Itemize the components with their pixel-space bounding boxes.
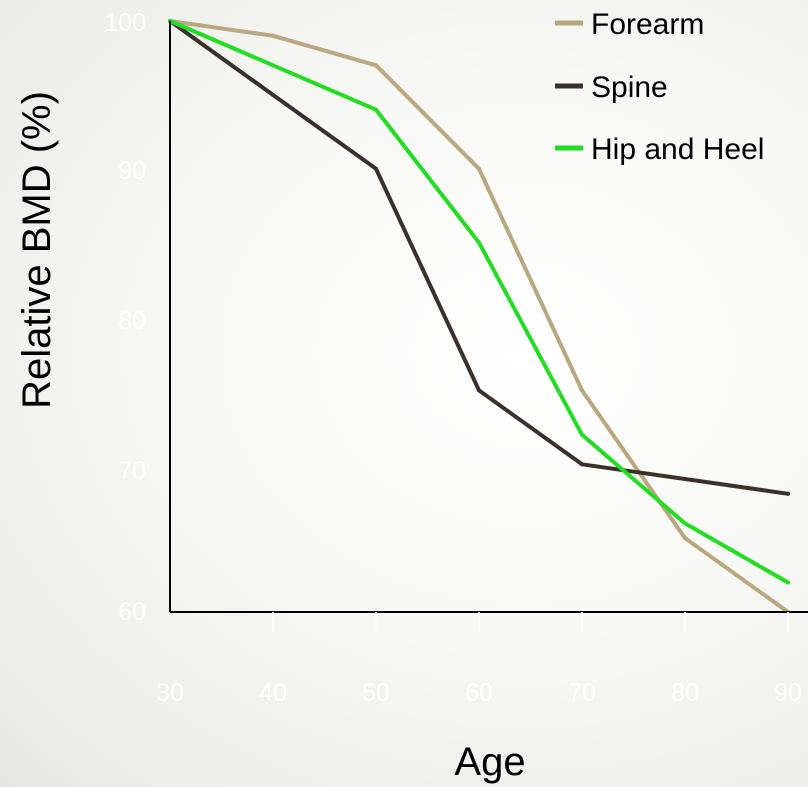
data-point-forearm-60: [477, 166, 481, 171]
data-point-hip-and-heel-50: [374, 107, 378, 112]
data-point-hip-and-heel-90: [786, 580, 790, 585]
data-point-hip-and-heel-60: [477, 240, 481, 245]
legend-label-forearm: Forearm: [591, 8, 704, 41]
data-point-forearm-50: [374, 63, 378, 68]
data-point-forearm-70: [580, 388, 584, 393]
series-line-hip-and-heel: [168, 19, 790, 585]
data-point-spine-90: [786, 491, 790, 496]
x-axis-title: Age: [454, 740, 525, 784]
x-tick-label-30: 30: [156, 679, 184, 707]
y-tick-label-100: 100: [104, 9, 146, 37]
data-point-hip-and-heel-80: [683, 521, 687, 526]
x-tick-label-80: 80: [671, 679, 699, 707]
y-tick-label-60: 60: [118, 598, 146, 626]
data-point-spine-50: [374, 166, 378, 171]
data-point-hip-and-heel-40: [271, 63, 275, 68]
legend-label-spine: Spine: [591, 71, 668, 104]
legend: Forearm Spine Hip and Heel: [555, 8, 764, 166]
axes: [169, 21, 808, 632]
y-axis-title: Relative BMD (%): [15, 91, 59, 409]
data-point-forearm-80: [683, 536, 687, 541]
data-point-spine-80: [683, 477, 687, 482]
y-tick-label-90: 90: [118, 157, 146, 185]
data-point-hip-and-heel-70: [580, 432, 584, 437]
data-point-spine-70: [580, 462, 584, 467]
data-point-forearm-40: [271, 33, 275, 38]
x-tick-label-90: 90: [774, 679, 802, 707]
legend-label-hip-and-heel: Hip and Heel: [591, 133, 764, 166]
series-group: [168, 19, 790, 614]
series-line-forearm: [168, 19, 790, 614]
x-tick-label-50: 50: [362, 679, 390, 707]
x-tick-label-70: 70: [568, 679, 596, 707]
y-tick-label-70: 70: [118, 457, 146, 485]
data-point-spine-60: [477, 388, 481, 393]
x-tick-label-40: 40: [259, 679, 287, 707]
x-tick-label-60: 60: [465, 679, 493, 707]
data-point-spine-40: [271, 92, 275, 97]
y-tick-label-80: 80: [118, 307, 146, 335]
x-axis-ticks: 30 40 50 60 70 80 90: [156, 679, 802, 707]
y-axis-ticks: 60 70 80 90 100: [104, 9, 146, 626]
series-line-spine: [168, 19, 790, 496]
